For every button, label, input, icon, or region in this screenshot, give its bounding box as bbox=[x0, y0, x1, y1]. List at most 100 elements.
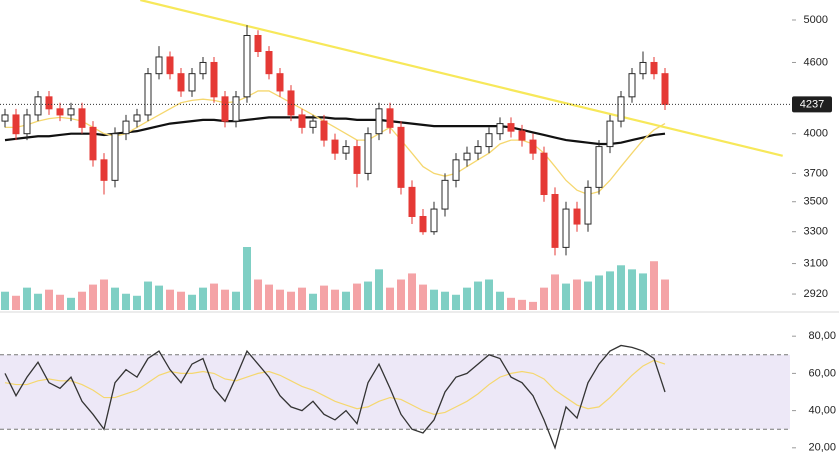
volume-bar bbox=[353, 283, 361, 310]
volume-bar bbox=[232, 291, 240, 310]
volume-bar bbox=[474, 281, 482, 310]
candle-body bbox=[232, 96, 240, 122]
volume-bar bbox=[199, 287, 207, 310]
volume-bar bbox=[650, 261, 658, 310]
candle-body bbox=[485, 133, 493, 148]
volume-bar bbox=[463, 287, 471, 310]
y-tick-label: 3300 bbox=[804, 226, 828, 238]
candle-body bbox=[529, 139, 537, 154]
candle-body bbox=[650, 61, 658, 75]
volume-bar bbox=[584, 281, 592, 310]
candle-body bbox=[155, 56, 163, 75]
volume-bar bbox=[617, 265, 625, 310]
candle-body bbox=[364, 133, 372, 174]
candle-body bbox=[67, 108, 75, 116]
last-price-tag bbox=[792, 96, 832, 113]
rsi-band bbox=[0, 354, 790, 430]
candle-body bbox=[166, 56, 174, 75]
candle-body bbox=[617, 96, 625, 122]
volume-bar bbox=[496, 291, 504, 310]
candle-body bbox=[573, 208, 581, 225]
volume-bar bbox=[386, 287, 394, 310]
candle-body bbox=[45, 96, 53, 110]
volume-bar bbox=[100, 279, 108, 310]
candle-body bbox=[331, 139, 339, 154]
volume-bar bbox=[320, 285, 328, 310]
volume-bar bbox=[243, 247, 251, 310]
y-tick-label: 40,00 bbox=[808, 405, 836, 417]
candle-body bbox=[188, 73, 196, 92]
candle-body bbox=[254, 35, 262, 53]
volume-bar bbox=[254, 279, 262, 310]
candle-body bbox=[34, 96, 42, 116]
volume-bar bbox=[144, 281, 152, 310]
candle-body bbox=[177, 73, 185, 92]
volume-bar bbox=[111, 287, 119, 310]
volume-bar bbox=[408, 273, 416, 310]
rsi-line bbox=[4, 344, 666, 450]
candle-body bbox=[386, 108, 394, 128]
volume-bar bbox=[562, 283, 570, 310]
candle-body bbox=[287, 90, 295, 116]
candle-body bbox=[12, 114, 20, 135]
candle-body bbox=[309, 120, 317, 128]
y-tick-label: 3700 bbox=[804, 167, 828, 179]
volume-bar bbox=[1, 291, 9, 310]
candle-body bbox=[375, 108, 383, 135]
candle-body bbox=[518, 130, 526, 141]
candle-body bbox=[56, 108, 64, 116]
volume-bar bbox=[661, 279, 669, 310]
candle-body bbox=[639, 61, 647, 75]
candle-body bbox=[562, 208, 570, 248]
volume-bar bbox=[89, 284, 97, 310]
y-tick-label: 3500 bbox=[804, 196, 828, 208]
volume-bar bbox=[67, 297, 75, 310]
y-tick-label: 20,00 bbox=[808, 442, 836, 454]
candle-body bbox=[265, 51, 273, 75]
candle-body bbox=[78, 108, 86, 128]
candle-body bbox=[133, 114, 141, 122]
volume-bar bbox=[276, 289, 284, 310]
volume-bar bbox=[364, 281, 372, 310]
candle-body bbox=[408, 186, 416, 217]
volume-bar bbox=[485, 279, 493, 310]
volume-bar bbox=[441, 291, 449, 310]
candle-body bbox=[551, 194, 559, 248]
volume-bar bbox=[166, 289, 174, 310]
candle-body bbox=[595, 146, 603, 188]
rsi-line bbox=[4, 359, 666, 415]
volume-bar bbox=[342, 291, 350, 310]
y-tick-label: 4000 bbox=[804, 128, 828, 140]
volume-bar bbox=[23, 287, 31, 310]
candle-body bbox=[320, 120, 328, 141]
volume-bar bbox=[265, 284, 273, 310]
volume-bar bbox=[628, 269, 636, 310]
volume-bar bbox=[56, 294, 64, 310]
volume-bar bbox=[221, 289, 229, 310]
y-tick-label: 4600 bbox=[804, 56, 828, 68]
volume-bar bbox=[298, 287, 306, 310]
volume-bar bbox=[177, 291, 185, 310]
candle-body bbox=[397, 126, 405, 188]
y-tick-label: 5000 bbox=[804, 14, 828, 26]
candle-body bbox=[628, 73, 636, 98]
candle-body bbox=[23, 114, 31, 135]
volume-bar bbox=[188, 294, 196, 310]
y-tick-label: 3100 bbox=[804, 257, 828, 269]
volume-bar bbox=[375, 269, 383, 310]
candle-body bbox=[496, 123, 504, 135]
volume-bar bbox=[133, 295, 141, 310]
volume-bar bbox=[155, 285, 163, 310]
candle-body bbox=[210, 61, 218, 98]
candle-body bbox=[221, 96, 229, 122]
candle-body bbox=[342, 146, 350, 154]
volume-bar bbox=[452, 294, 460, 310]
volume-bar bbox=[287, 291, 295, 310]
volume-bar bbox=[595, 275, 603, 310]
candle-body bbox=[89, 126, 97, 161]
volume-bar bbox=[210, 283, 218, 310]
y-tick-label: 60,00 bbox=[808, 367, 836, 379]
candle-body bbox=[144, 73, 152, 116]
